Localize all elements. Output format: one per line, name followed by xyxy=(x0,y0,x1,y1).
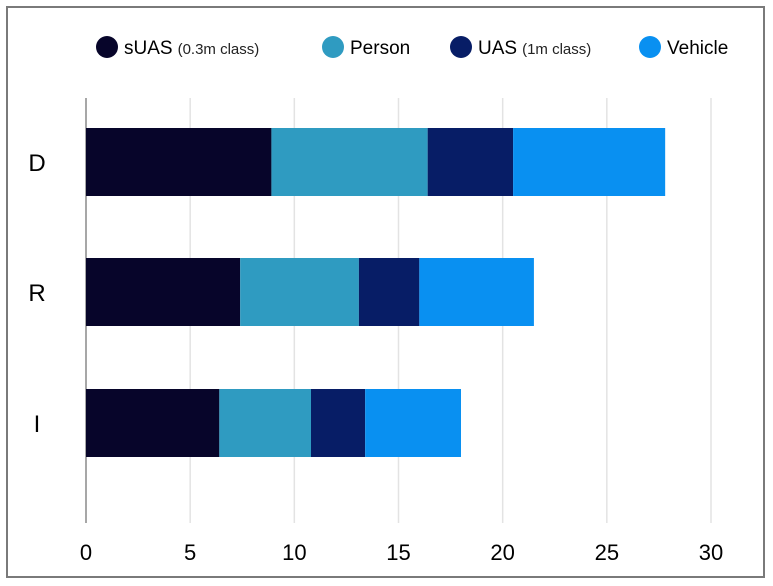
x-tick-labels: 0 5 10 15 20 25 30 xyxy=(80,540,723,565)
bar-segment xyxy=(219,389,311,457)
bar-segment xyxy=(419,258,534,326)
bar-segment xyxy=(427,128,514,196)
legend-swatch xyxy=(322,36,344,58)
bar-segment xyxy=(86,258,241,326)
category-label: R xyxy=(28,280,45,307)
legend: sUAS (0.3m class) Person UAS (1m class) Vehic… xyxy=(96,36,728,59)
legend-label: Person xyxy=(350,38,410,59)
x-tick-label: 20 xyxy=(490,540,514,565)
x-tick-label: 15 xyxy=(386,540,410,565)
category-labels: D R I xyxy=(28,150,45,438)
legend-swatch xyxy=(450,36,472,58)
legend-entry: Person xyxy=(350,38,410,59)
bar-segment xyxy=(365,389,461,457)
category-label: D xyxy=(28,150,45,177)
bar-segment xyxy=(513,128,666,196)
legend-label: Vehicle xyxy=(667,38,728,59)
bars xyxy=(86,128,666,457)
legend-label: sUAS xyxy=(124,38,173,59)
legend-entry: UAS (1m class) xyxy=(478,38,591,59)
bar-segment xyxy=(311,389,366,457)
x-tick-label: 0 xyxy=(80,540,92,565)
legend-label: UAS xyxy=(478,38,517,59)
legend-label-suffix: (1m class) xyxy=(522,41,591,58)
x-tick-label: 10 xyxy=(282,540,306,565)
legend-label-suffix: (0.3m class) xyxy=(178,41,260,58)
bar-segment xyxy=(86,389,220,457)
legend-swatch xyxy=(639,36,661,58)
bar-segment xyxy=(240,258,359,326)
legend-swatch xyxy=(96,36,118,58)
bar-segment xyxy=(271,128,428,196)
x-tick-label: 5 xyxy=(184,540,196,565)
bar-segment xyxy=(358,258,420,326)
x-tick-label: 30 xyxy=(699,540,723,565)
legend-entry: Vehicle xyxy=(667,38,728,59)
bar-segment xyxy=(86,128,272,196)
x-tick-label: 25 xyxy=(595,540,619,565)
category-label: I xyxy=(34,411,41,438)
legend-entry: sUAS (0.3m class) xyxy=(124,38,259,59)
